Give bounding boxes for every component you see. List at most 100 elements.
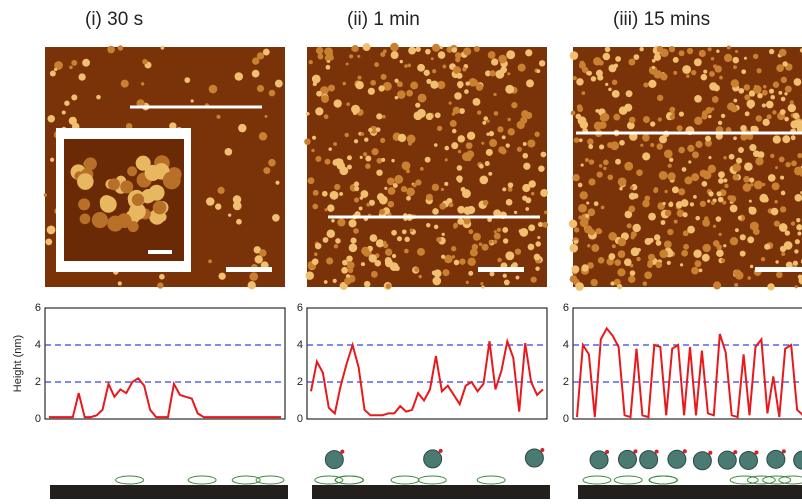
afm-feature xyxy=(470,249,478,257)
afm-feature xyxy=(713,281,721,289)
afm-feature xyxy=(700,201,706,207)
afm-feature xyxy=(315,107,323,115)
afm-feature xyxy=(435,112,441,118)
afm-feature xyxy=(537,236,540,239)
afm-feature xyxy=(249,272,258,281)
afm-feature xyxy=(599,144,604,149)
afm-feature xyxy=(494,111,499,116)
substrate xyxy=(50,485,288,499)
afm-feature xyxy=(536,69,540,73)
afm-feature xyxy=(587,138,593,144)
afm-feature xyxy=(382,115,386,119)
afm-feature xyxy=(577,104,582,109)
afm-feature xyxy=(388,187,396,195)
protein xyxy=(718,451,736,469)
profile-line xyxy=(311,341,543,415)
afm-feature xyxy=(369,254,377,262)
afm-feature xyxy=(457,81,464,88)
afm-feature xyxy=(208,259,212,263)
afm-feature xyxy=(744,94,750,100)
afm-feature xyxy=(636,169,643,176)
afm-feature xyxy=(763,119,770,126)
afm-feature xyxy=(614,63,618,67)
afm-feature xyxy=(453,223,458,228)
afm-feature xyxy=(692,151,699,158)
afm-feature xyxy=(575,282,584,291)
afm-feature xyxy=(733,57,736,60)
afm-feature xyxy=(682,167,687,172)
afm-feature xyxy=(390,262,399,271)
afm-feature xyxy=(394,79,398,83)
afm-feature xyxy=(640,144,643,147)
afm-feature xyxy=(506,199,513,206)
afm-feature xyxy=(50,70,56,76)
afm-feature xyxy=(432,277,441,286)
afm-feature xyxy=(687,145,694,152)
afm-feature xyxy=(360,190,368,198)
afm-feature xyxy=(459,258,465,264)
peptide-blob xyxy=(730,476,758,484)
afm-feature xyxy=(673,71,677,75)
afm-feature xyxy=(716,249,724,257)
afm-feature xyxy=(778,91,782,95)
afm-feature xyxy=(636,257,640,261)
afm-feature xyxy=(735,50,738,53)
afm-feature xyxy=(618,238,626,246)
y-axis-label: Height (nm) xyxy=(12,335,24,392)
afm-feature xyxy=(326,65,331,70)
afm-feature xyxy=(581,264,588,271)
afm-feature xyxy=(767,283,774,290)
afm-feature xyxy=(656,240,662,246)
afm-feature xyxy=(579,138,583,142)
afm-feature xyxy=(419,275,422,278)
afm-feature xyxy=(642,200,650,208)
afm-feature xyxy=(702,110,708,116)
afm-feature xyxy=(749,200,752,203)
afm-feature xyxy=(507,72,510,75)
afm-feature xyxy=(578,183,583,188)
peptide-blob xyxy=(477,476,505,484)
afm-feature xyxy=(466,281,469,284)
inset-feature xyxy=(153,201,167,215)
afm-feature xyxy=(727,103,735,111)
peptide-blob xyxy=(583,476,611,484)
afm-feature xyxy=(228,214,231,217)
afm-feature xyxy=(753,54,758,59)
afm-feature xyxy=(257,85,264,92)
afm-feature xyxy=(669,107,675,113)
peptide-blob xyxy=(649,476,677,484)
afm-feature xyxy=(691,70,696,75)
afm-feature xyxy=(323,237,329,243)
afm-feature xyxy=(363,152,367,156)
afm-feature xyxy=(594,201,599,206)
afm-feature xyxy=(661,220,666,225)
afm-feature xyxy=(236,219,242,225)
afm-feature xyxy=(631,247,640,256)
afm-feature xyxy=(333,279,337,283)
afm-feature xyxy=(161,46,165,50)
afm-feature xyxy=(750,126,755,131)
peptide-blob xyxy=(188,476,216,484)
afm-feature xyxy=(738,147,744,153)
afm-feature xyxy=(334,99,342,107)
afm-feature xyxy=(730,237,738,245)
afm-feature xyxy=(785,162,790,167)
afm-feature xyxy=(436,237,441,242)
afm-feature xyxy=(364,138,368,142)
afm-feature xyxy=(667,172,675,180)
afm-feature xyxy=(348,268,354,274)
afm-feature xyxy=(452,112,455,115)
afm-feature xyxy=(206,197,215,206)
afm-feature xyxy=(598,257,605,264)
inset-feature xyxy=(132,194,144,206)
afm-feature xyxy=(341,267,348,274)
afm-feature xyxy=(425,157,431,163)
y-tick-label: 0 xyxy=(35,413,41,425)
afm-feature xyxy=(702,219,710,227)
protein xyxy=(794,451,802,469)
afm-feature xyxy=(648,213,656,221)
afm-feature xyxy=(462,189,471,198)
afm-feature xyxy=(702,254,710,262)
peptide-blob xyxy=(747,476,775,484)
afm-feature xyxy=(659,249,668,258)
